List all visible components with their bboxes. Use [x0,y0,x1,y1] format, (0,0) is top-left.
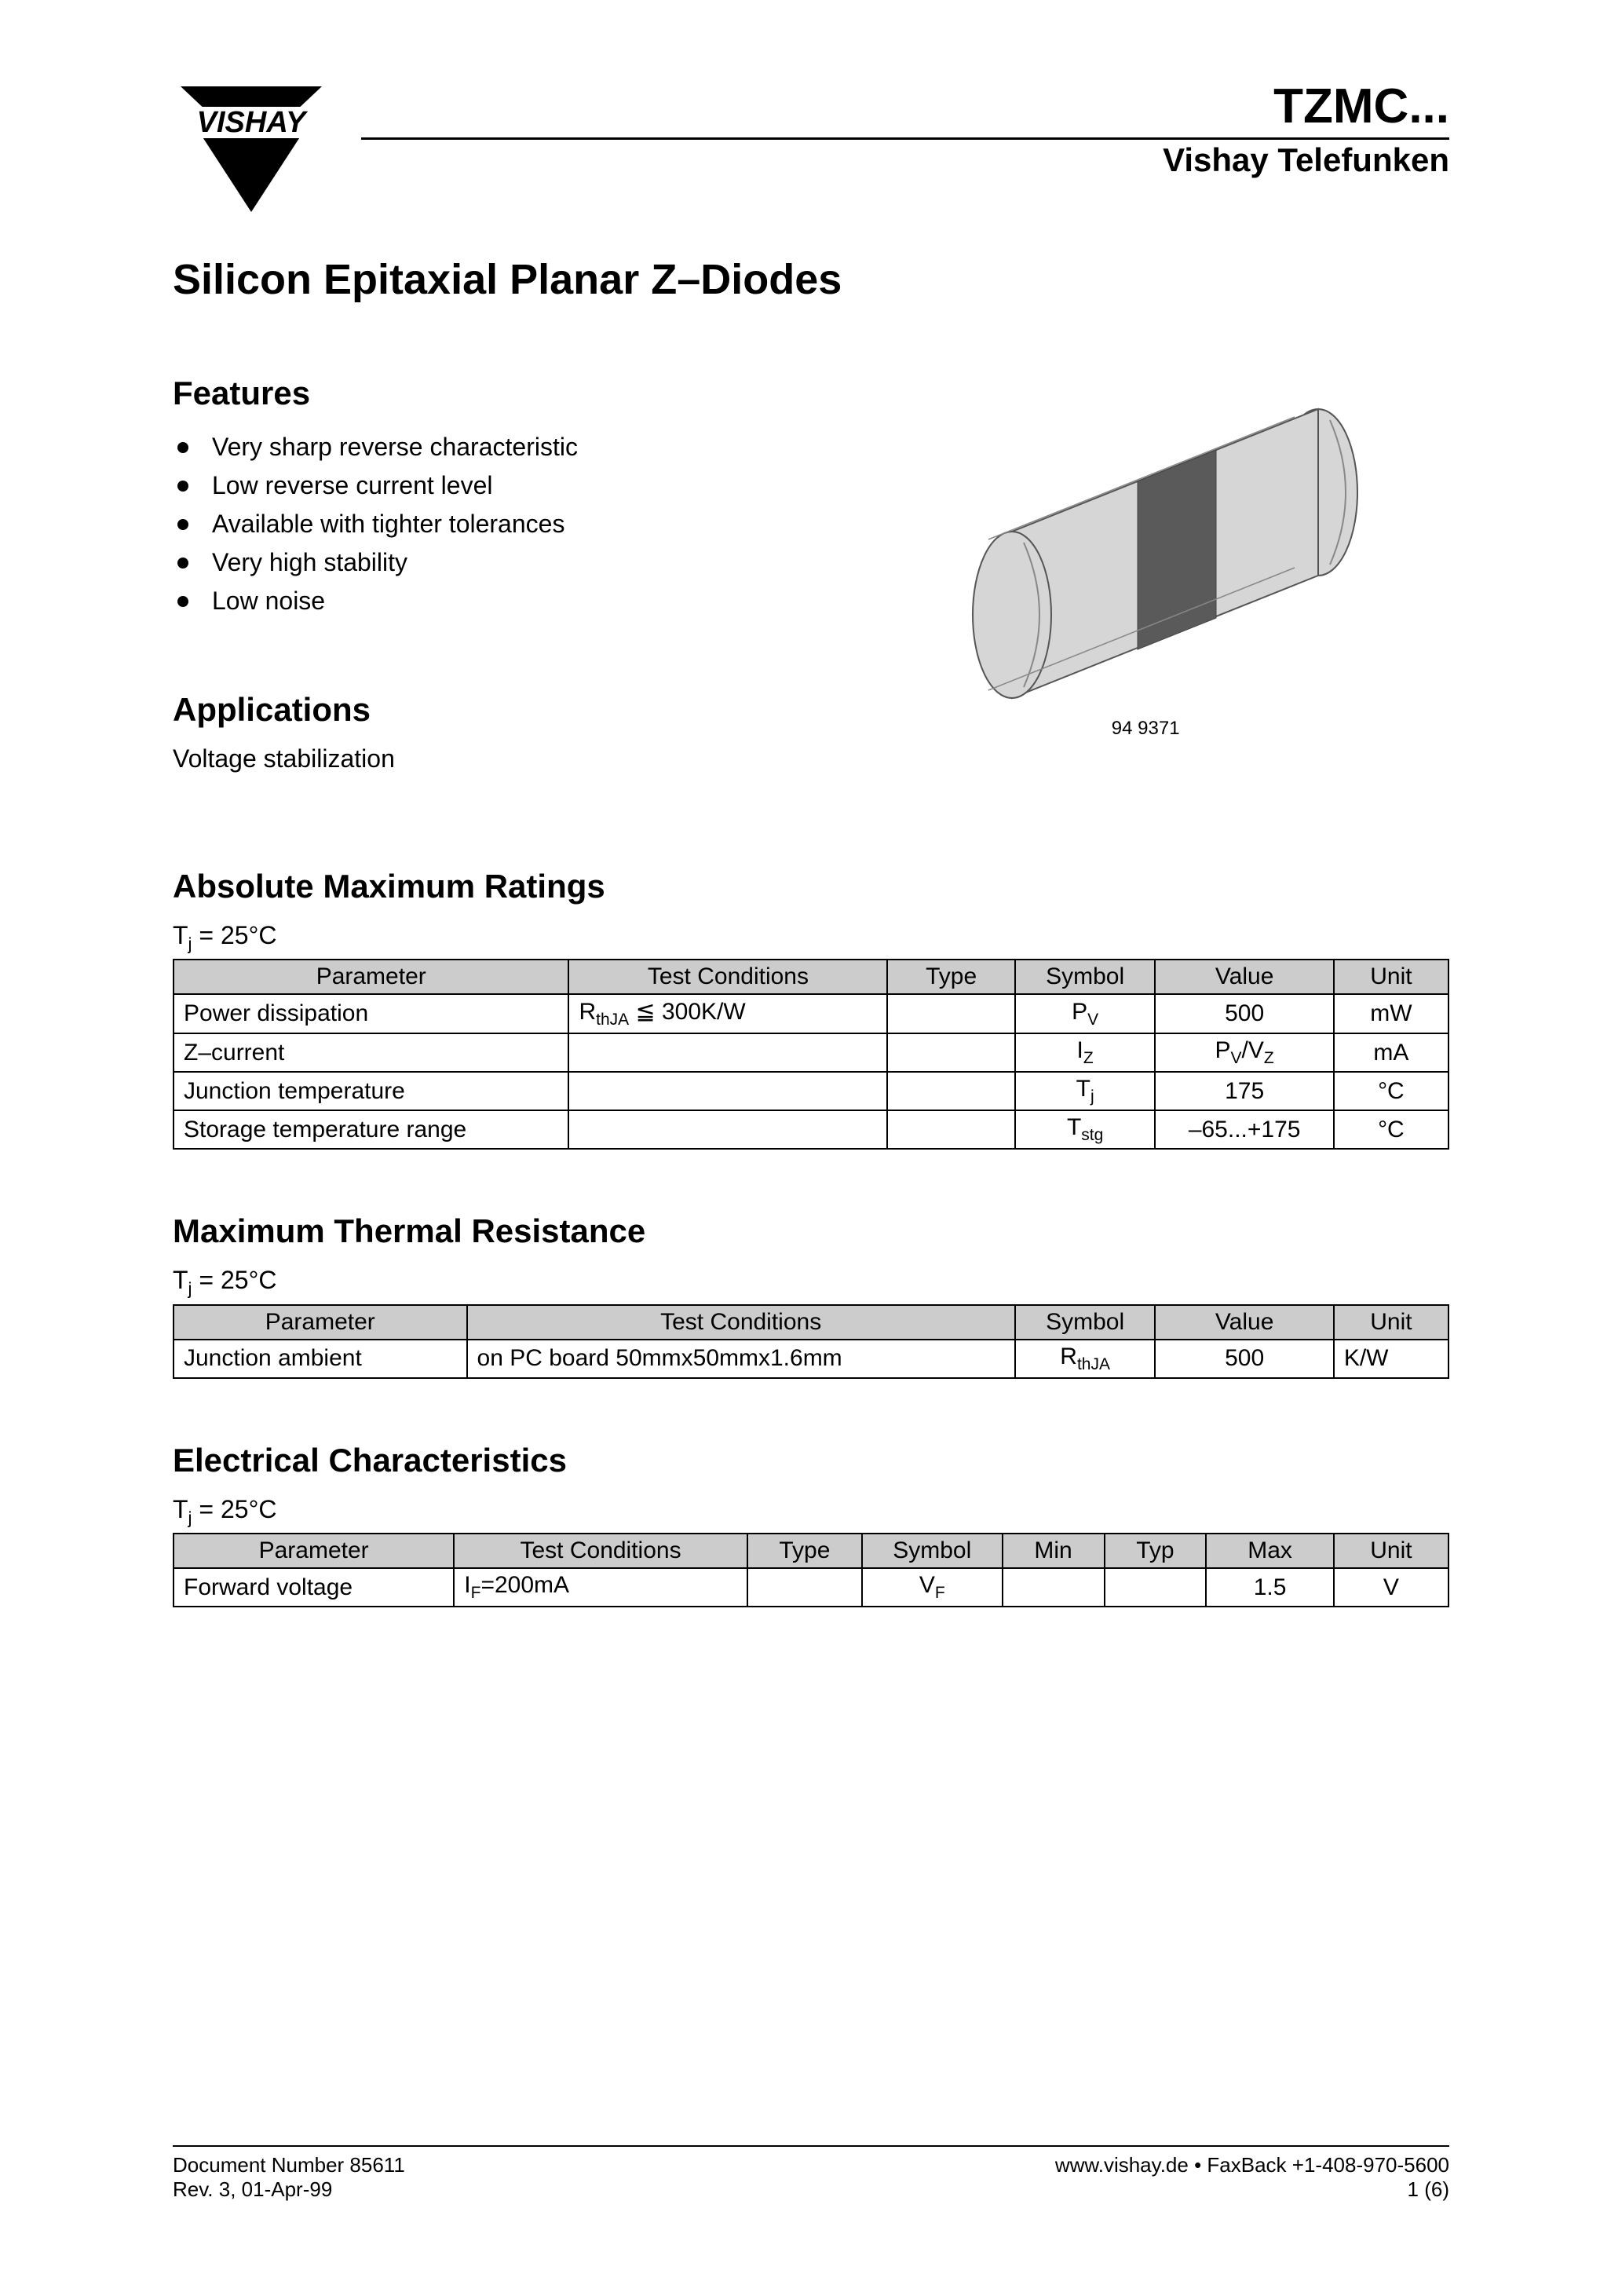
page-title: Silicon Epitaxial Planar Z–Diodes [173,255,1449,304]
page-number: 1 (6) [1055,2177,1449,2202]
table-row: Forward voltage IF=200mA VF 1.5 V [174,1568,1448,1607]
doc-number: Document Number 85611 [173,2153,405,2177]
col-type: Type [887,960,1014,994]
mtr-condition: Tj = 25°C [173,1266,1449,1299]
feature-item: Low noise [173,582,810,620]
feature-item: Very high stability [173,543,810,582]
applications-heading: Applications [173,691,810,729]
col-unit: Unit [1334,960,1448,994]
table-header-row: Parameter Test Conditions Symbol Value U… [174,1305,1448,1340]
col-parameter: Parameter [174,960,568,994]
brand-name: Vishay Telefunken [361,141,1449,179]
table-row: Storage temperature range Tstg –65...+17… [174,1110,1448,1149]
header: VISHAY TZMC... Vishay Telefunken [173,79,1449,224]
amr-condition: Tj = 25°C [173,921,1449,954]
table-header-row: Parameter Test Conditions Type Symbol Va… [174,960,1448,994]
footer-rule [173,2145,1449,2147]
feature-item: Available with tighter tolerances [173,505,810,543]
component-illustration [894,375,1397,704]
vishay-logo: VISHAY [173,79,330,224]
mtr-heading: Maximum Thermal Resistance [173,1212,1449,1250]
svg-text:VISHAY: VISHAY [197,106,309,139]
col-value: Value [1155,960,1333,994]
table-row: Junction temperature Tj 175 °C [174,1072,1448,1110]
ec-heading: Electrical Characteristics [173,1442,1449,1479]
header-rule [361,137,1449,140]
footer: Document Number 85611 Rev. 3, 01-Apr-99 … [173,2145,1449,2202]
applications-text: Voltage stabilization [173,744,810,773]
figure-number: 94 9371 [842,718,1449,740]
features-heading: Features [173,375,810,412]
site-fax: www.vishay.de • FaxBack +1-408-970-5600 [1055,2153,1449,2177]
amr-table: Parameter Test Conditions Type Symbol Va… [173,959,1449,1150]
table-row: Z–current IZ PV/VZ mA [174,1033,1448,1072]
amr-heading: Absolute Maximum Ratings [173,868,1449,905]
feature-item: Very sharp reverse characteristic [173,428,810,466]
features-list: Very sharp reverse characteristic Low re… [173,428,810,620]
col-symbol: Symbol [1015,960,1156,994]
ec-condition: Tj = 25°C [173,1495,1449,1528]
ec-table: Parameter Test Conditions Type Symbol Mi… [173,1533,1449,1607]
feature-item: Low reverse current level [173,466,810,505]
table-row: Junction ambient on PC board 50mmx50mmx1… [174,1340,1448,1378]
col-conditions: Test Conditions [568,960,887,994]
part-number: TZMC... [361,79,1449,134]
revision: Rev. 3, 01-Apr-99 [173,2177,405,2202]
mtr-table: Parameter Test Conditions Symbol Value U… [173,1304,1449,1379]
table-header-row: Parameter Test Conditions Type Symbol Mi… [174,1534,1448,1568]
table-row: Power dissipation RthJA ≦ 300K/W PV 500 … [174,994,1448,1033]
